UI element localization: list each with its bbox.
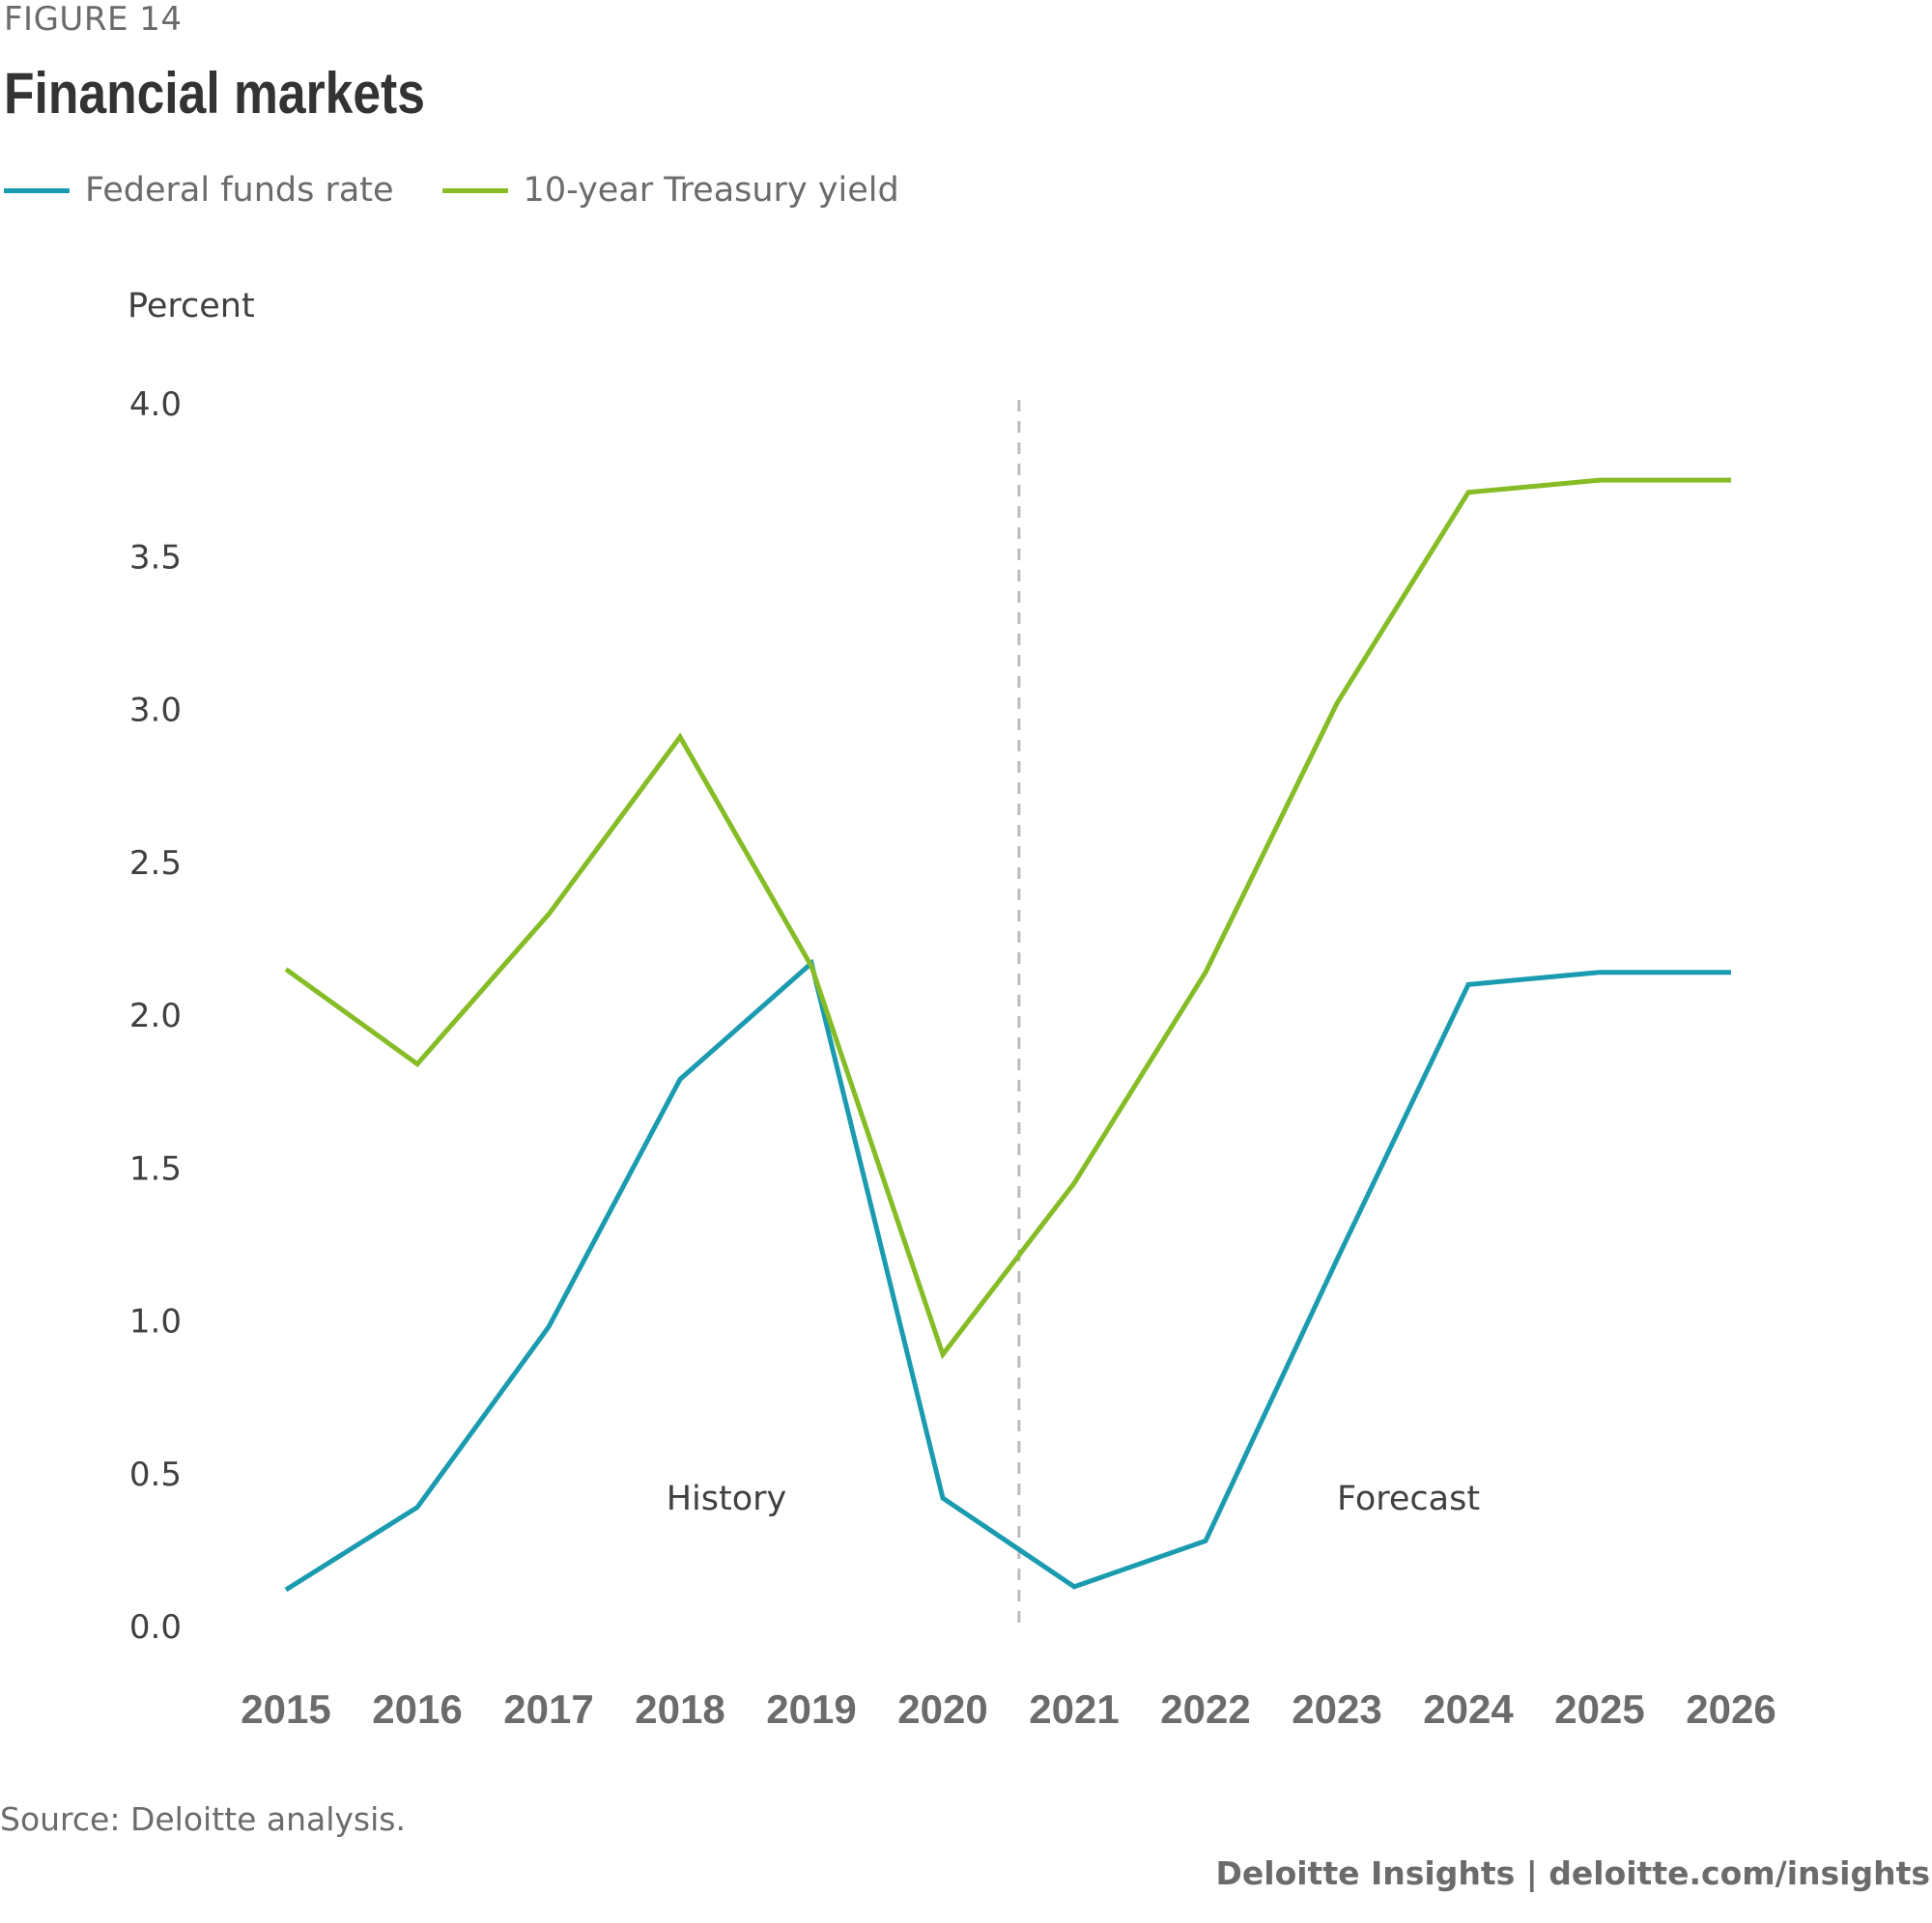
legend-swatch-federal-funds [4, 187, 70, 193]
legend-swatch-treasury [441, 187, 508, 193]
series-line-federal-funds [284, 958, 1731, 1593]
y-axis-label: Percent [128, 287, 255, 325]
x-tick-label: 2018 [635, 1686, 724, 1732]
legend-label-federal-funds: Federal funds rate [85, 171, 394, 210]
credit-line: Deloitte Insights | deloitte.com/insight… [1215, 1854, 1930, 1892]
legend-label-treasury: 10-year Treasury yield [523, 171, 899, 210]
y-tick-label: 3.0 [129, 692, 182, 730]
legend-item-treasury: 10-year Treasury yield [441, 171, 899, 210]
x-tick-label: 2024 [1423, 1686, 1514, 1732]
figure-label: FIGURE 14 [4, 0, 183, 39]
y-tick-label: 0.5 [129, 1456, 182, 1494]
x-tick-label: 2017 [503, 1686, 593, 1732]
x-tick-label: 2016 [372, 1686, 462, 1732]
y-tick-label: 2.0 [129, 997, 182, 1035]
y-tick-label: 1.5 [129, 1149, 182, 1188]
x-tick-label: 2019 [766, 1686, 856, 1732]
x-tick-label: 2026 [1686, 1686, 1776, 1732]
y-tick-label: 4.0 [129, 385, 182, 424]
y-tick-label: 3.5 [129, 538, 182, 577]
x-tick-label: 2022 [1160, 1686, 1250, 1732]
legend-item-federal-funds: Federal funds rate [4, 171, 394, 210]
x-tick-label: 2021 [1029, 1686, 1119, 1732]
y-tick-label: 0.0 [129, 1608, 182, 1647]
x-tick-label: 2025 [1554, 1686, 1644, 1732]
annotation-forecast: Forecast [1337, 1480, 1480, 1518]
y-tick-label: 1.0 [129, 1303, 182, 1342]
series-line-treasury [284, 477, 1731, 1360]
chart-title: Financial markets [4, 61, 425, 126]
x-tick-label: 2020 [897, 1686, 987, 1732]
y-tick-label: 2.5 [129, 844, 182, 883]
x-tick-label: 2023 [1292, 1686, 1381, 1732]
annotation-history: History [667, 1480, 787, 1518]
source-note: Source: Deloitte analysis. [0, 1800, 406, 1838]
x-tick-label: 2015 [241, 1686, 330, 1732]
legend: Federal funds rate 10-year Treasury yiel… [4, 166, 948, 214]
